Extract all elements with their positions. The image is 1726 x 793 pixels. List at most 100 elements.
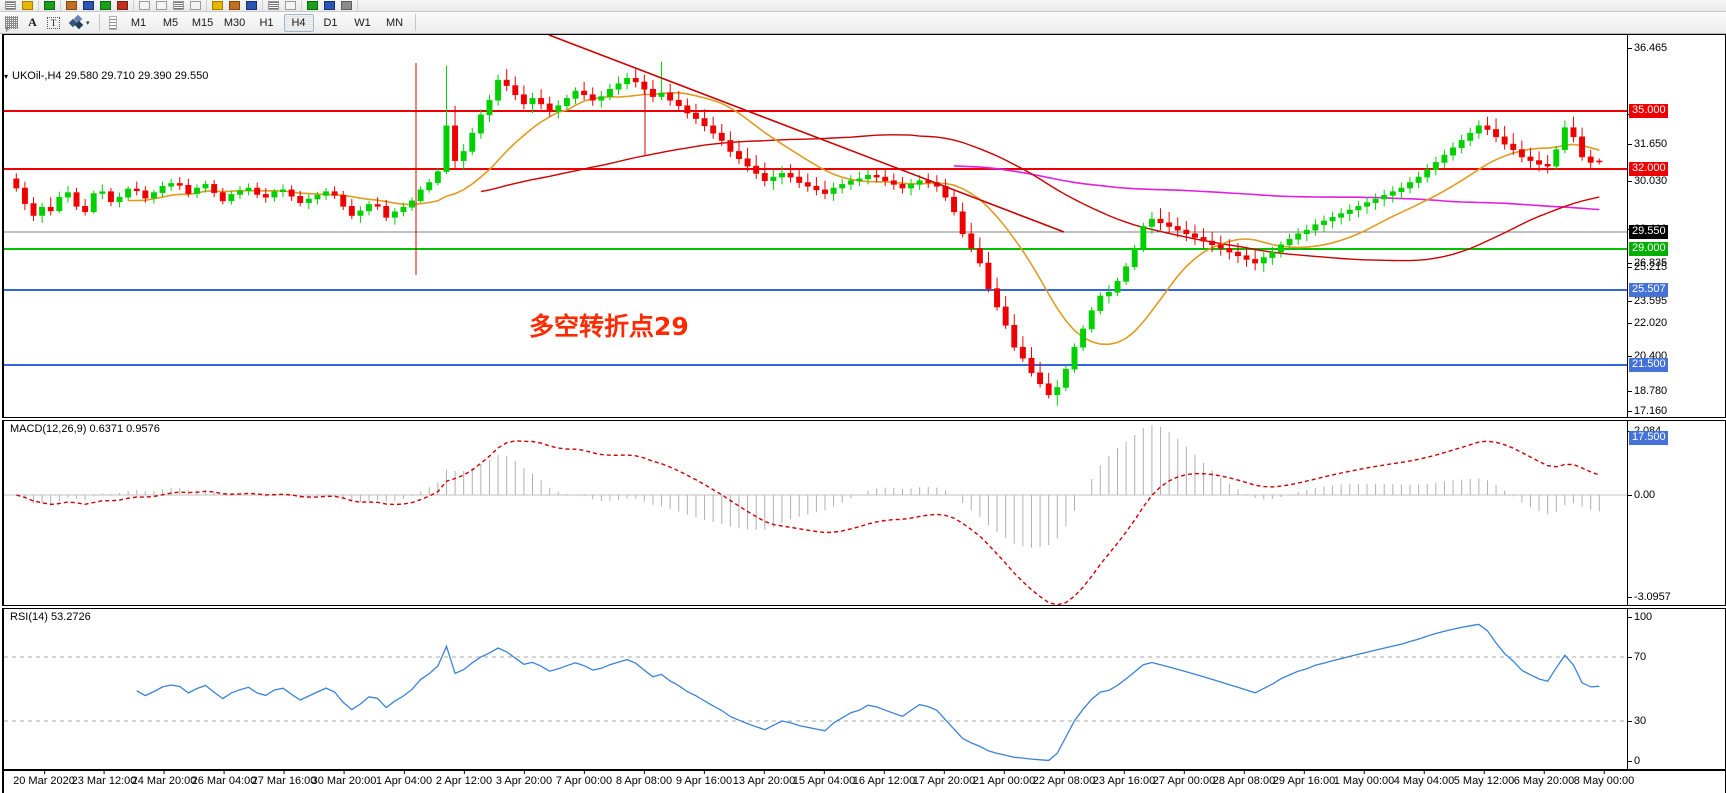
gray-icon[interactable]: [341, 1, 352, 10]
candle-body: [1321, 220, 1327, 225]
candle-body: [400, 206, 407, 213]
toolbar-group-3[interactable]: [61, 0, 134, 11]
chart-area[interactable]: ▾ UKOil-,H4 29.580 29.710 29.390 29.550 …: [0, 34, 1726, 793]
candle-body: [228, 194, 235, 202]
chart-toolbar[interactable]: A T ▾ M1 M5 M15 M30 H1 H4 D1 W1 MN: [0, 12, 1726, 34]
blue-green-icon[interactable]: [246, 1, 257, 10]
minus-icon[interactable]: [139, 1, 150, 10]
candle-body: [1450, 147, 1456, 156]
candle-body: [796, 176, 803, 183]
candle-body: [1561, 127, 1568, 150]
candle-body: [804, 182, 811, 187]
arrow-icon[interactable]: [190, 1, 201, 10]
orange-icon[interactable]: [229, 1, 240, 10]
candle-body: [899, 184, 906, 189]
rsi-plot[interactable]: [4, 609, 1627, 769]
timeframe-m15[interactable]: M15: [191, 16, 214, 29]
green-bar-icon[interactable]: [44, 1, 55, 10]
time-axis-label: 26 Mar 04:00: [191, 770, 257, 787]
dotted2-icon[interactable]: [268, 1, 279, 10]
shapes-tool-button[interactable]: ▾: [66, 14, 94, 32]
candle-body: [822, 189, 828, 194]
green2-icon[interactable]: [307, 1, 318, 10]
timeframe-m30[interactable]: M30: [223, 16, 246, 29]
toolbar-group-4[interactable]: [134, 0, 207, 11]
orange-marker-icon[interactable]: [66, 1, 77, 10]
candle-body: [1510, 143, 1517, 150]
timeframe-d1[interactable]: D1: [323, 16, 338, 29]
macd-pane[interactable]: MACD(12,26,9) 0.6371 0.9576 2.0840.00-3.…: [2, 420, 1726, 606]
candle-body: [1467, 132, 1474, 141]
candle-body: [159, 185, 166, 193]
candle-body: [856, 178, 863, 182]
price-plot[interactable]: [4, 35, 1627, 417]
candle-body: [1260, 257, 1267, 264]
candle-body: [133, 188, 140, 192]
dotted-icon[interactable]: [173, 1, 184, 10]
red-marker-icon[interactable]: [117, 1, 128, 10]
timeframe-m5[interactable]: M5: [162, 16, 179, 29]
text-tool-button[interactable]: A: [24, 14, 41, 32]
candle-body: [1209, 240, 1216, 246]
timeframe-h4[interactable]: H4: [283, 13, 314, 32]
candle-body: [1148, 218, 1155, 227]
symbol-quote-bar[interactable]: ▾ UKOil-,H4 29.580 29.710 29.390 29.550: [4, 70, 208, 82]
green-marker-icon[interactable]: [100, 1, 111, 10]
candle-body: [1226, 248, 1233, 253]
candle-body: [1544, 163, 1551, 167]
candle-body: [297, 195, 304, 203]
price-level-label-17.500[interactable]: 17.500: [1629, 431, 1668, 445]
toolbar-group-2[interactable]: [39, 0, 61, 11]
timeframe-m1[interactable]: M1: [130, 16, 147, 29]
arrow2-icon[interactable]: [285, 1, 296, 10]
timeframe-mn[interactable]: MN: [385, 16, 404, 29]
candle-body: [959, 211, 966, 235]
top-icon-toolbar[interactable]: [0, 0, 1726, 12]
price-level-label-35.000[interactable]: 35.000: [1629, 104, 1668, 118]
time-axis-label: 28 Apr 08:00: [1212, 770, 1276, 787]
candle-body: [323, 191, 329, 196]
chevron-down-icon[interactable]: ▾: [4, 71, 9, 81]
timeframe-w1[interactable]: W1: [354, 16, 371, 29]
price-level-label-25.507[interactable]: 25.507: [1629, 283, 1668, 297]
candle-body: [710, 125, 717, 134]
rsi-line: [136, 623, 1600, 762]
price-pane[interactable]: 36.46533.27031.65030.03028.41026.83525.2…: [2, 34, 1726, 451]
quote-text: UKOil-,H4 29.580 29.710 29.390 29.550: [12, 70, 209, 82]
candle-body: [417, 189, 424, 202]
cursor-yellow-icon[interactable]: [22, 1, 33, 10]
price-level-label-32.000[interactable]: 32.000: [1629, 162, 1668, 176]
blue2-icon[interactable]: [324, 1, 335, 10]
price-level-label-29.000[interactable]: 29.000: [1629, 242, 1668, 256]
yellow-icon[interactable]: [212, 1, 223, 10]
crosshair-icon[interactable]: [1, 14, 22, 34]
candle-body: [202, 184, 209, 189]
macd-tick: 0.00: [1627, 489, 1656, 502]
grid-icon[interactable]: [5, 1, 16, 10]
candle-body: [1355, 206, 1362, 211]
blue-bar-icon[interactable]: [83, 1, 94, 10]
price-level-label-21.500[interactable]: 21.500: [1629, 358, 1668, 372]
toolbar-group-5[interactable]: [207, 0, 263, 11]
ruler-tool-button[interactable]: [105, 14, 122, 32]
macd-plot[interactable]: [4, 421, 1627, 605]
candle-body: [477, 114, 484, 134]
toolbar-group-7[interactable]: [302, 0, 358, 11]
textbox-tool-button[interactable]: T: [43, 14, 64, 32]
time-axis[interactable]: 20 Mar 2020 23 Mar 12:00 24 Mar 20:00 26 Ma…: [2, 770, 1726, 793]
chevron-down-icon[interactable]: ▾: [86, 19, 90, 27]
template-icon[interactable]: [156, 1, 167, 10]
candle-body: [348, 206, 355, 216]
candle-body: [916, 180, 923, 185]
rsi-pane[interactable]: RSI(14) 53.2726 100 70 30 0: [2, 608, 1726, 770]
toolbar-group-1[interactable]: [0, 0, 39, 11]
timeframe-h1[interactable]: H1: [259, 16, 274, 29]
candle-body: [1381, 195, 1388, 200]
price-level-label-29.550[interactable]: 29.550: [1629, 225, 1668, 239]
time-axis-label: 30 Mar 20:00: [311, 770, 377, 787]
time-axis-label: 8 May 00:00: [1573, 770, 1635, 787]
price-y-axis[interactable]: 36.46533.27031.65030.03028.41026.83525.2…: [1627, 35, 1725, 451]
candle-body: [718, 132, 725, 141]
toolbar-group-6[interactable]: [263, 0, 302, 11]
price-tick: 17.160: [1627, 405, 1668, 417]
